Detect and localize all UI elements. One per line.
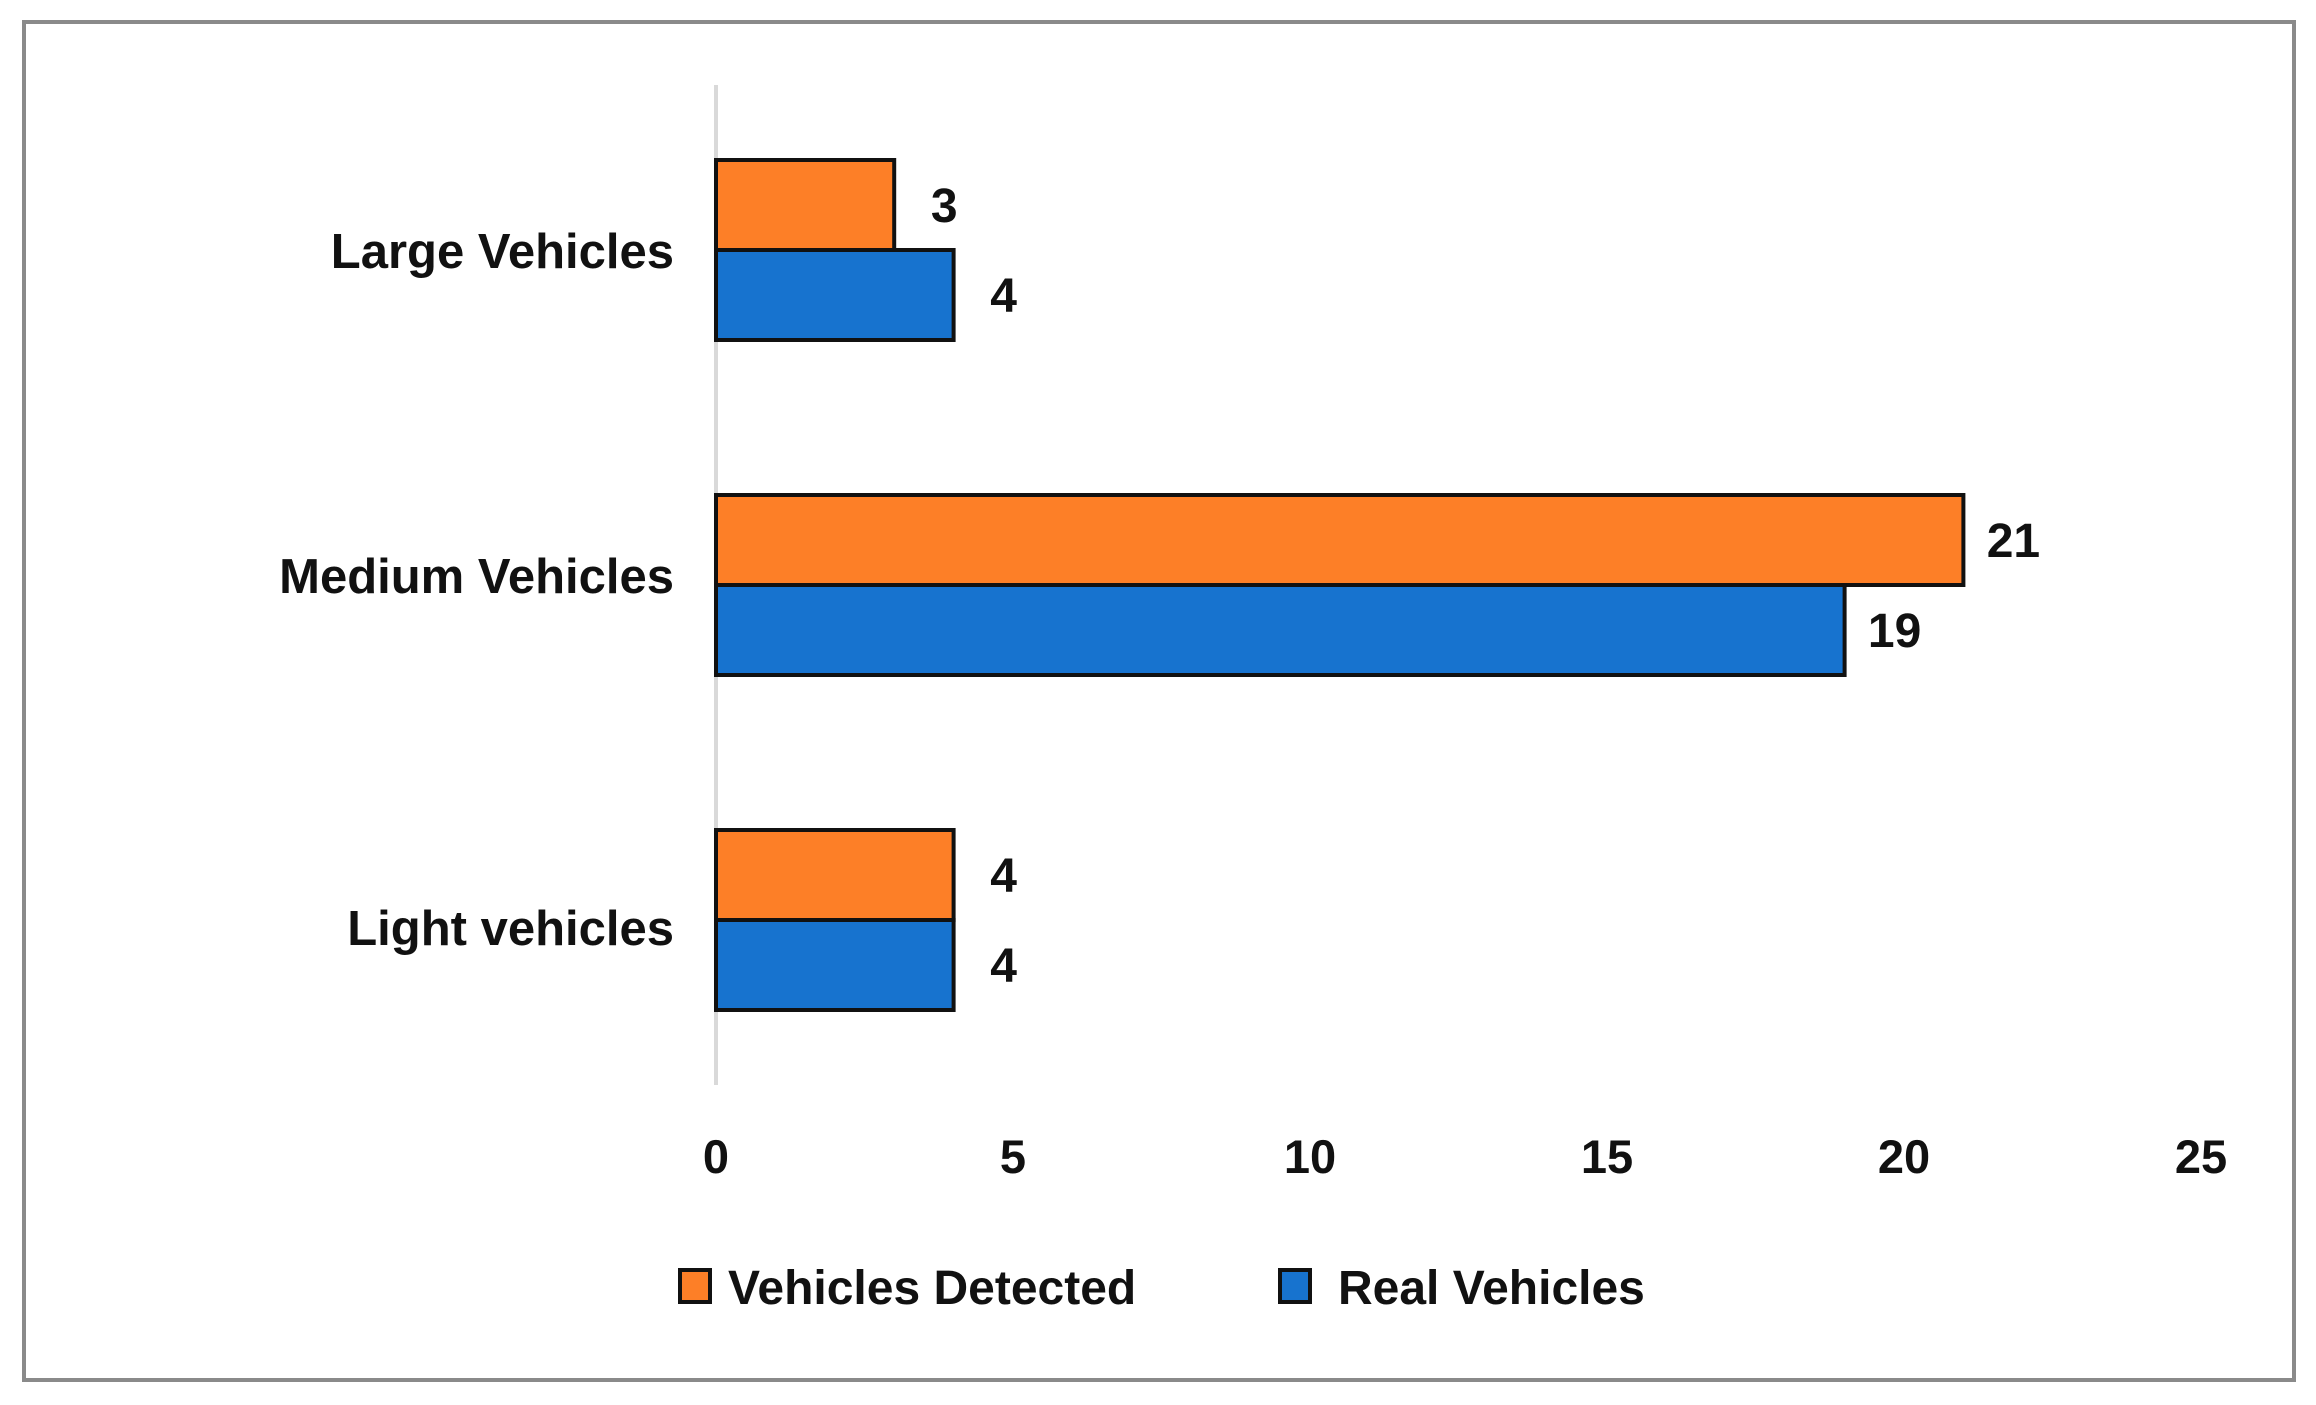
x-tick-label: 10 [1284,1130,1336,1183]
bars [714,158,1966,1012]
bar [714,248,956,342]
bar [714,158,897,252]
legend: Vehicles Detected Real Vehicles [678,1262,1645,1315]
data-label: 4 [990,270,1017,323]
data-label: 4 [990,940,1017,993]
chart-frame [22,20,2296,1382]
category-label: Large Vehicles [331,225,674,279]
x-tick-label: 0 [703,1130,729,1183]
category-labels: Large Vehicles Medium Vehicles Light vehic… [279,225,674,956]
x-tick-label: 5 [1000,1130,1026,1183]
bar [714,828,956,922]
legend-swatch [1278,1268,1312,1304]
legend-label: Vehicles Detected [728,1262,1136,1315]
data-label: 21 [1987,515,2040,568]
data-label: 4 [990,850,1017,903]
x-tick-label: 15 [1581,1130,1633,1183]
bar [714,918,956,1012]
category-label: Light vehicles [347,902,674,956]
x-tick-label: 20 [1878,1130,1930,1183]
x-tick-label: 25 [2175,1130,2227,1183]
data-label: 19 [1868,605,1921,658]
data-label: 3 [931,180,958,233]
bar [714,493,1966,587]
legend-label: Real Vehicles [1338,1262,1645,1315]
x-axis-tick-labels: 0 5 10 15 20 25 [703,1130,2227,1183]
category-label: Medium Vehicles [279,550,674,604]
legend-swatch [678,1268,712,1304]
bar [714,583,1847,677]
